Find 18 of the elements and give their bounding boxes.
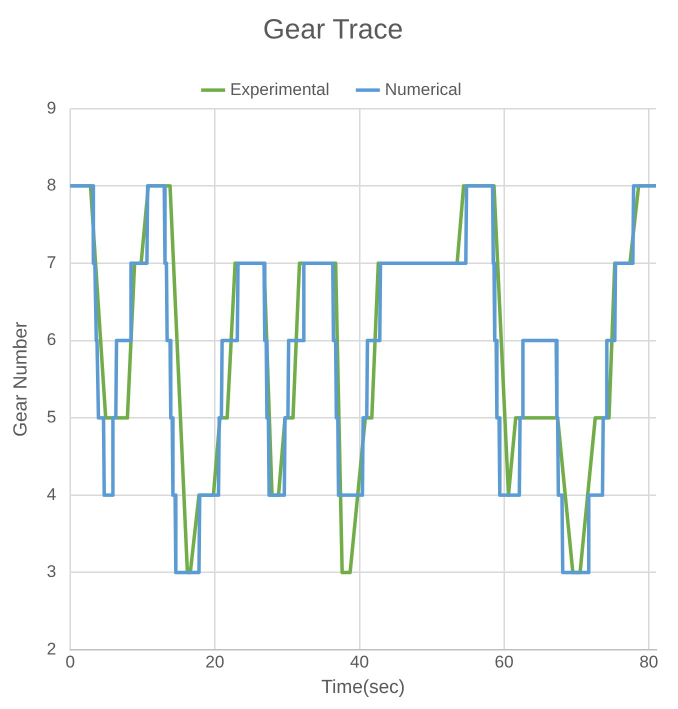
legend-label: Experimental: [230, 80, 330, 99]
x-tick-label: 0: [66, 652, 75, 672]
y-tick-label: 9: [46, 98, 56, 118]
y-axis-title: Gear Number: [10, 320, 32, 437]
y-tick-label: 8: [46, 176, 56, 195]
x-tick-label: 20: [205, 652, 224, 672]
x-axis-title: Time(sec): [321, 676, 405, 698]
x-tick-label: 80: [639, 652, 658, 672]
y-tick-label: 2: [46, 639, 56, 658]
y-tick-label: 6: [46, 330, 56, 350]
y-tick-label: 5: [46, 408, 56, 427]
x-tick-label: 40: [350, 652, 369, 672]
y-tick-label: 7: [46, 252, 56, 272]
y-tick-label: 3: [46, 562, 56, 582]
y-tick-label: 4: [46, 484, 56, 504]
legend-label: Numerical: [384, 80, 462, 99]
x-tick-label: 60: [494, 652, 514, 672]
chart-title: Gear Trace: [262, 14, 404, 45]
